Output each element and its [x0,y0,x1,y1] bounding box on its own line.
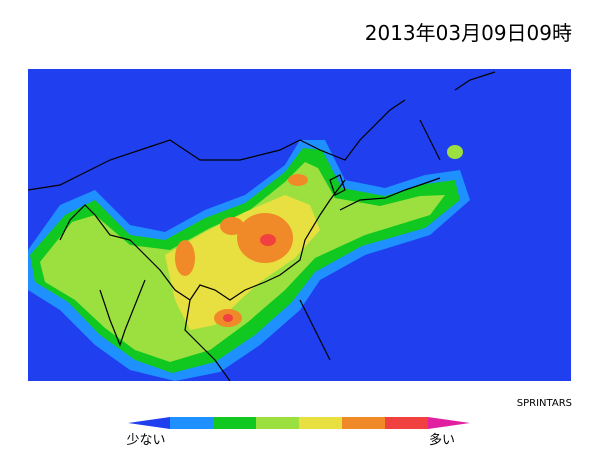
plume-orange [288,174,308,186]
plume-red [223,314,233,322]
scale-high-label: 多い [429,432,455,448]
scale-step [213,417,256,429]
plume-light-green [447,145,463,159]
plume-orange [175,240,195,276]
color-scale: 少ない 多い [126,417,470,448]
map [28,69,571,381]
scale-step [170,417,213,429]
plume-orange [220,217,244,235]
plume-red [260,234,276,246]
coastline [28,71,496,381]
scale-arrow-low [128,417,170,429]
scale-step [256,417,299,429]
credit: SPRINTARS [517,398,572,409]
scale-step [299,417,342,429]
scale-step [385,417,428,429]
title: 2013年03月09日09時 [365,21,572,45]
scale-arrow-high [428,417,470,429]
scale-low-label: 少ない [126,433,165,448]
scale-step [342,417,385,429]
